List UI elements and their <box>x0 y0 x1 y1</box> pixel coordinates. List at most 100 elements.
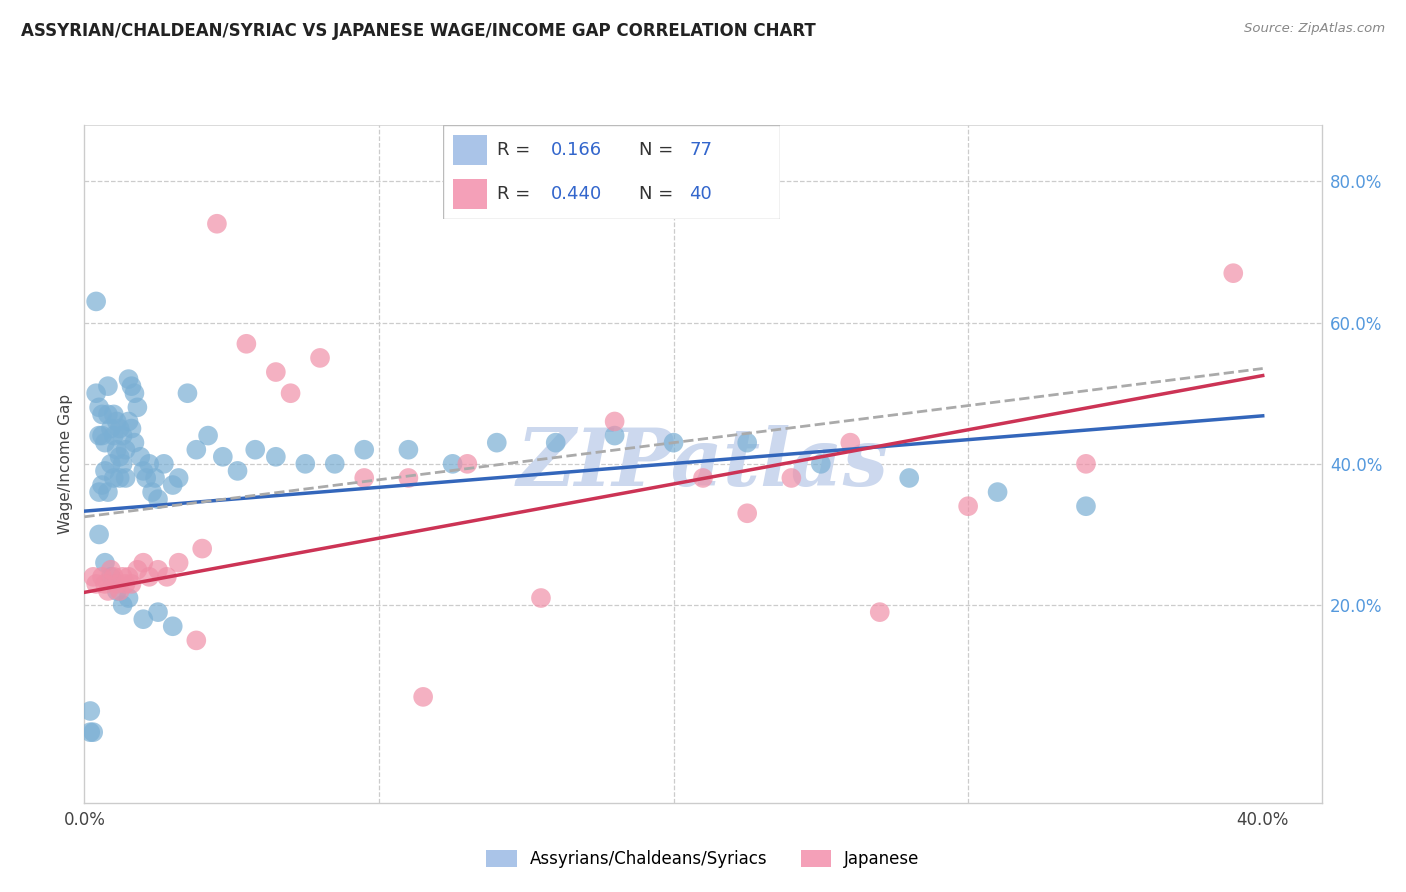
Point <box>84 577 107 591</box>
Point <box>603 428 626 442</box>
Point <box>353 442 375 457</box>
Point <box>127 563 149 577</box>
Text: 77: 77 <box>689 141 713 159</box>
FancyBboxPatch shape <box>443 125 780 219</box>
Point <box>235 336 257 351</box>
Point <box>103 570 125 584</box>
Point <box>91 408 114 422</box>
Point <box>226 464 249 478</box>
Point <box>100 570 122 584</box>
Point <box>108 584 131 599</box>
Point <box>162 619 184 633</box>
Point <box>91 428 114 442</box>
Point <box>692 471 714 485</box>
Point <box>1074 457 1097 471</box>
Point <box>100 421 122 435</box>
Point <box>105 415 128 429</box>
Text: R =: R = <box>496 141 536 159</box>
Point <box>530 591 553 605</box>
Point <box>205 217 228 231</box>
Point <box>124 386 146 401</box>
Point <box>146 492 169 507</box>
Point <box>869 605 891 619</box>
Point <box>108 421 131 435</box>
Point <box>129 450 152 464</box>
Text: 0.166: 0.166 <box>551 141 602 159</box>
Point <box>135 471 157 485</box>
Point <box>141 485 163 500</box>
Point <box>105 577 128 591</box>
Point <box>396 442 419 457</box>
Point <box>91 478 114 492</box>
Point <box>294 457 316 471</box>
Point <box>186 633 208 648</box>
Point <box>735 506 758 520</box>
Point <box>127 401 149 415</box>
Text: Source: ZipAtlas.com: Source: ZipAtlas.com <box>1244 22 1385 36</box>
Text: R =: R = <box>496 186 536 203</box>
Point <box>396 471 419 485</box>
Point <box>132 556 155 570</box>
Point <box>264 365 287 379</box>
Point <box>176 386 198 401</box>
Point <box>132 464 155 478</box>
Point <box>132 612 155 626</box>
Point <box>100 457 122 471</box>
Y-axis label: Wage/Income Gap: Wage/Income Gap <box>58 393 73 534</box>
Point <box>94 464 117 478</box>
Point <box>162 478 184 492</box>
Point <box>780 471 803 485</box>
Text: ZIPatlas: ZIPatlas <box>517 425 889 502</box>
Point <box>153 457 176 471</box>
Point <box>121 421 143 435</box>
Point <box>87 485 110 500</box>
Point <box>117 415 139 429</box>
Point <box>121 577 143 591</box>
Point <box>138 570 160 584</box>
Point <box>186 442 208 457</box>
Point <box>97 584 120 599</box>
Point <box>103 428 125 442</box>
Point <box>1222 266 1244 280</box>
Point <box>111 570 134 584</box>
Point <box>84 386 107 401</box>
Point <box>79 704 101 718</box>
Text: N =: N = <box>638 186 679 203</box>
Point <box>441 457 464 471</box>
Point <box>456 457 478 471</box>
Point <box>103 408 125 422</box>
Point <box>143 471 166 485</box>
Point <box>97 485 120 500</box>
Point <box>111 598 134 612</box>
Point <box>121 379 143 393</box>
Point <box>280 386 302 401</box>
Text: 0.440: 0.440 <box>551 186 602 203</box>
Point <box>114 577 136 591</box>
Text: ASSYRIAN/CHALDEAN/SYRIAC VS JAPANESE WAGE/INCOME GAP CORRELATION CHART: ASSYRIAN/CHALDEAN/SYRIAC VS JAPANESE WAG… <box>21 22 815 40</box>
Point <box>100 563 122 577</box>
Point <box>1074 500 1097 514</box>
Point <box>323 457 346 471</box>
Point <box>839 435 862 450</box>
Point <box>82 725 104 739</box>
Point <box>735 435 758 450</box>
Point <box>94 577 117 591</box>
Point <box>117 591 139 605</box>
Point <box>108 471 131 485</box>
Point <box>197 428 219 442</box>
Point <box>114 442 136 457</box>
Point <box>485 435 508 450</box>
Point <box>167 471 190 485</box>
Point <box>264 450 287 464</box>
Point <box>167 556 190 570</box>
Point <box>309 351 332 365</box>
Point <box>82 570 104 584</box>
Point <box>117 570 139 584</box>
Point <box>146 605 169 619</box>
Point <box>97 379 120 393</box>
Point <box>111 457 134 471</box>
Legend: Assyrians/Chaldeans/Syriacs, Japanese: Assyrians/Chaldeans/Syriacs, Japanese <box>479 843 927 875</box>
Point <box>97 408 120 422</box>
Point <box>87 401 110 415</box>
Point <box>111 428 134 442</box>
